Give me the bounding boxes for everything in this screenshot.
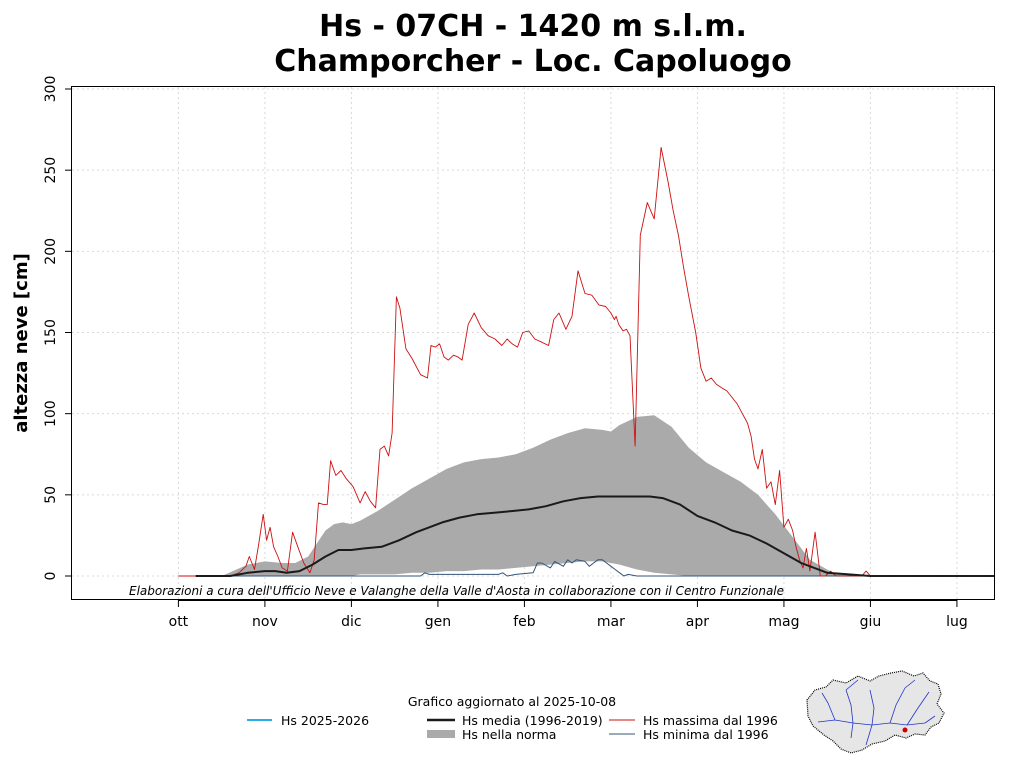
legend-massima-label: Hs massima dal 1996 <box>643 713 778 728</box>
plot-frame <box>71 86 995 600</box>
x-tick-label-lug: lug <box>946 614 968 630</box>
x-tick-label-nov: nov <box>252 614 278 630</box>
series-massima-line <box>178 146 995 577</box>
y-tick-label: 250 <box>43 157 59 184</box>
y-tick-label: 50 <box>43 486 59 504</box>
series-media-line <box>195 495 995 577</box>
station-marker <box>902 727 908 733</box>
series-minima-line <box>178 559 995 577</box>
y-tick-label: 100 <box>43 400 59 427</box>
x-tick-label-gen: gen <box>425 614 451 630</box>
x-tick-label-dic: dic <box>341 614 361 630</box>
legend: Grafico aggiornato al 2025-10-08 Hs 2025… <box>247 694 778 742</box>
river-network <box>817 679 936 746</box>
credit-note: Elaborazioni a cura dell'Ufficio Neve e … <box>129 584 784 598</box>
chart-subtitle: Champorcher - Loc. Capoluogo <box>274 44 791 79</box>
chart-title: Hs - 07CH - 1420 m s.l.m. <box>319 9 747 44</box>
legend-media-label: Hs media (1996-2019) <box>462 713 603 728</box>
y-tick-label: 200 <box>43 238 59 265</box>
y-axis-label: altezza neve [cm] <box>11 253 32 433</box>
x-tick-label-mar: mar <box>597 614 625 630</box>
series-layer <box>178 146 995 577</box>
y-tick-label: 150 <box>43 319 59 346</box>
legend-current-label: Hs 2025-2026 <box>281 713 369 728</box>
x-tick-label-mag: mag <box>768 614 799 630</box>
x-tick-label-apr: apr <box>686 614 709 630</box>
y-tick-label: 300 <box>43 76 59 103</box>
x-tick-label-feb: feb <box>513 614 536 630</box>
axis-layer: 0 50 100 150 200 250 300 ott nov dic gen feb mar apr m… <box>43 76 968 630</box>
legend-norma-label: Hs nella norma <box>462 727 556 742</box>
updated-date: Grafico aggiornato al 2025-10-08 <box>408 694 616 709</box>
y-tick-label: 0 <box>43 572 59 581</box>
region-map <box>806 670 945 754</box>
legend-minima-label: Hs minima dal 1996 <box>643 727 769 742</box>
region-outline <box>806 670 945 754</box>
x-tick-label-ott: ott <box>169 614 189 630</box>
x-tick-label-giu: giu <box>860 614 882 630</box>
